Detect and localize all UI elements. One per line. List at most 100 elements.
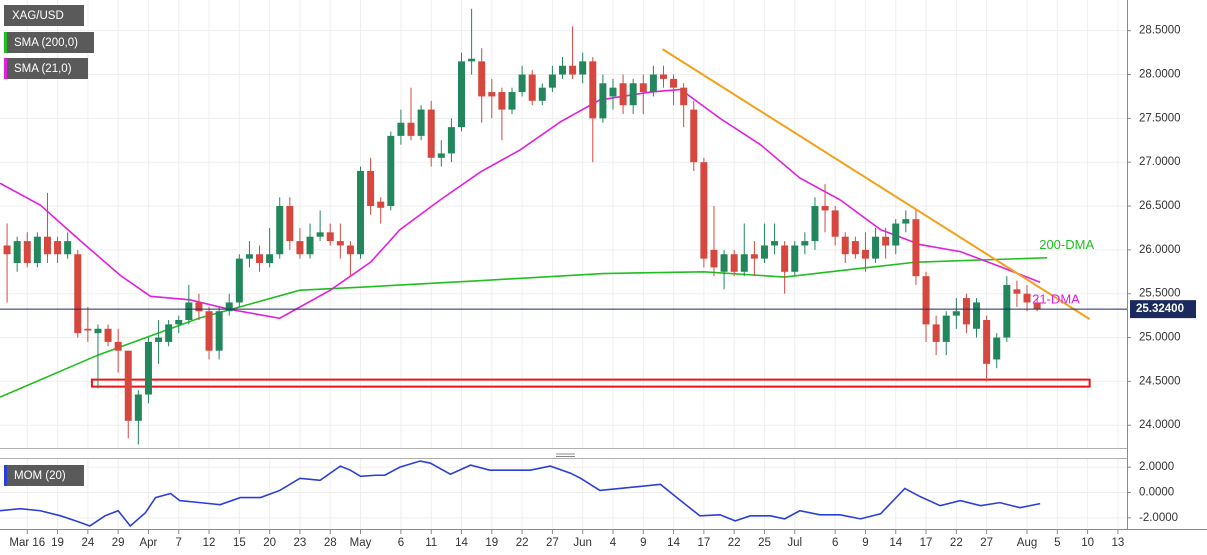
x-tick-label: May (350, 537, 372, 549)
candle-body (710, 249, 718, 268)
candle-body (367, 170, 375, 207)
candle-body (1003, 284, 1011, 338)
candle-body (872, 236, 880, 259)
candle-body (922, 276, 930, 325)
y-tick-label: 27.0000 (1139, 156, 1181, 168)
x-tick-label: 14 (455, 537, 468, 549)
candle-body (649, 74, 657, 93)
candle-body (185, 302, 193, 320)
y-tick-label: 2.0000 (1139, 461, 1174, 473)
x-tick-label: 9 (862, 537, 868, 549)
candle-body (387, 135, 395, 207)
legend-item[interactable]: XAG/USD (4, 5, 84, 26)
y-tick-label: 25.5000 (1139, 288, 1181, 300)
candle-body (720, 254, 728, 272)
candle-body (346, 245, 354, 255)
candle-body (690, 109, 698, 163)
candle-body (801, 241, 809, 246)
candle-body (245, 254, 253, 259)
y-tick-label: 26.0000 (1139, 244, 1181, 256)
x-tick-label: 12 (203, 537, 216, 549)
candle-body (528, 74, 536, 101)
legend-label: SMA (21,0) (14, 63, 72, 75)
candle-body (609, 87, 617, 97)
candle-body (427, 109, 435, 158)
candle-body (155, 337, 163, 342)
x-tick-label: 6 (398, 537, 404, 549)
candle-body (468, 58, 476, 62)
candle-body (144, 341, 152, 395)
x-tick-label: 29 (112, 537, 125, 549)
candle-body (54, 241, 62, 255)
candle-body (973, 302, 981, 329)
candle-body (437, 153, 445, 158)
candle-body (508, 92, 516, 110)
candle-body (447, 127, 455, 154)
x-tick-label: Mar 16 (9, 537, 45, 549)
x-tick-label: 10 (1081, 537, 1094, 549)
candle-body (306, 236, 314, 255)
candle-body (175, 320, 183, 325)
candle-body (821, 206, 829, 211)
legend-item[interactable]: SMA (21,0) (4, 58, 88, 79)
x-tick-label: Aug (1017, 537, 1037, 549)
legend-label: XAG/USD (12, 10, 64, 22)
candle-body (336, 241, 344, 246)
legend-item[interactable]: MOM (20) (4, 465, 84, 486)
y-tick-label: 28.5000 (1139, 25, 1181, 37)
candle-body (538, 87, 546, 101)
y-tick-label: 28.0000 (1139, 69, 1181, 81)
x-tick-label: 17 (920, 537, 933, 549)
x-tick-label: 27 (546, 537, 559, 549)
candle-body (841, 236, 849, 255)
candle-body (902, 219, 910, 224)
candle-body (912, 219, 920, 277)
candle-body (488, 92, 496, 97)
candle-body (750, 254, 758, 259)
x-tick-label: Jul (787, 537, 802, 549)
candle-body (225, 302, 233, 312)
candle-body (276, 206, 284, 255)
candle-body (882, 236, 890, 246)
candle-body (215, 311, 223, 351)
candle-body (94, 328, 102, 334)
panel-resize-handle[interactable] (556, 453, 575, 457)
x-tick-label: 6 (832, 537, 838, 549)
trendline (661, 48, 1091, 320)
y-tick-label: -2.0000 (1139, 512, 1178, 524)
x-tick-label: 17 (697, 537, 710, 549)
candle-body (33, 236, 41, 264)
x-tick-label: 19 (51, 537, 64, 549)
x-tick-label: 20 (263, 537, 276, 549)
y-tick-label: 24.5000 (1139, 375, 1181, 387)
candle-body (680, 87, 688, 106)
legend-box (4, 465, 84, 486)
candle-body (104, 328, 112, 342)
y-tick-label: 25.0000 (1139, 332, 1181, 344)
candle-body (1023, 293, 1031, 303)
candle-body (1033, 302, 1041, 310)
legend-label: MOM (20) (14, 470, 66, 482)
candle-body (165, 324, 173, 342)
candle-body (266, 254, 274, 264)
marks-layer: 200-DMA 21-DMA (0, 8, 1127, 528)
legend-item[interactable]: SMA (200,0) (4, 32, 94, 53)
candle-body (932, 324, 940, 342)
candle-body (43, 236, 51, 255)
y-tick-label: 24.0000 (1139, 419, 1181, 431)
x-tick-label: 25 (758, 537, 771, 549)
candle-body (962, 298, 970, 325)
legend-swatch (4, 465, 7, 486)
last-price-box (1130, 300, 1196, 319)
x-tick-label: 9 (640, 537, 646, 549)
x-tick-label: 13 (1112, 537, 1125, 549)
candle-body (629, 83, 637, 106)
legend-box (4, 5, 84, 26)
legend: XAG/USD SMA (200,0) SMA (21,0) MOM (20) (4, 5, 94, 486)
y-tick-label: 0.0000 (1139, 487, 1174, 499)
candle-body (548, 74, 556, 88)
candle-body (3, 245, 11, 255)
candle-body (952, 311, 960, 316)
candle-body (498, 92, 506, 110)
